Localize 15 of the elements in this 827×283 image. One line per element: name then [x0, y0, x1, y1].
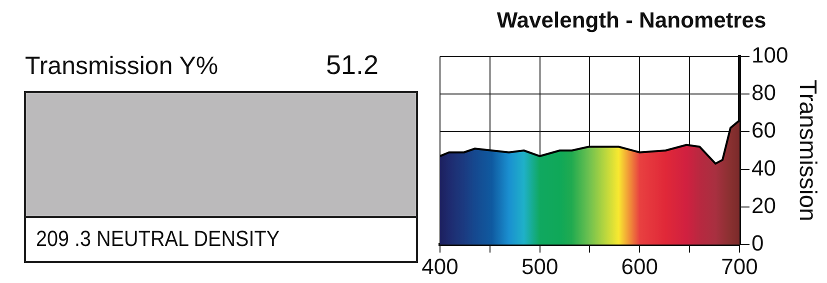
- x-tick-label: 400: [422, 254, 458, 279]
- chart-title: Wavelength - Nanometres: [496, 7, 766, 32]
- text: Transmission Y%: [25, 52, 218, 81]
- y-axis-title: Transmission: [794, 80, 821, 222]
- y-tick-label: 100: [751, 42, 788, 68]
- y-tick-label: 80: [751, 80, 776, 106]
- y-tick-label: 60: [751, 118, 776, 143]
- y-tick-label: 20: [751, 193, 776, 218]
- x-tick-label: 500: [521, 254, 558, 279]
- y-tick-label: 40: [751, 155, 776, 180]
- x-tick-label: 700: [721, 254, 758, 279]
- y-tick-label: 0: [751, 230, 764, 256]
- text: 209 .3 NEUTRAL DENSITY: [36, 226, 280, 252]
- text: 51.2: [326, 50, 379, 81]
- x-tick-label: 600: [621, 254, 658, 279]
